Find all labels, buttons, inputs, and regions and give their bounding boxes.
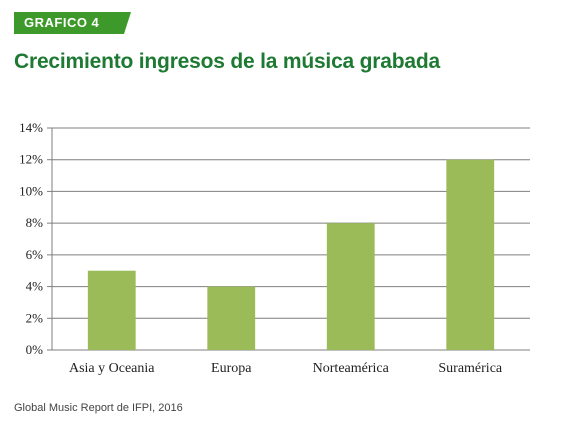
chart-number-badge: GRAFICO 4 [14,12,131,34]
bar-chart: 0% 2% 4% 6% 8% 10% 12% 14% Asia y Oceania Europa N… [19,120,530,376]
y-tick-label: 12% [19,152,43,167]
y-tick-label: 14% [19,120,43,135]
y-tick-label: 0% [26,342,44,357]
bar [87,270,136,350]
source-note: Global Music Report de IFPI, 2016 [14,402,183,414]
bar [207,286,256,350]
y-tick-label: 4% [26,279,44,294]
chart-title: Crecimiento ingresos de la música grabad… [14,50,440,73]
bar [326,223,375,350]
x-category-label: Suramérica [438,361,503,376]
x-category-label: Europa [211,361,252,376]
y-tick-label: 6% [26,247,44,262]
x-category-label: Norteamérica [313,361,390,376]
chart-number-label: GRAFICO 4 [24,15,100,30]
y-tick-label: 2% [26,310,44,325]
y-tick-label: 8% [26,215,44,230]
y-tick-label: 10% [19,183,43,198]
x-category-label: Asia y Oceania [69,361,155,376]
bar [446,159,495,350]
